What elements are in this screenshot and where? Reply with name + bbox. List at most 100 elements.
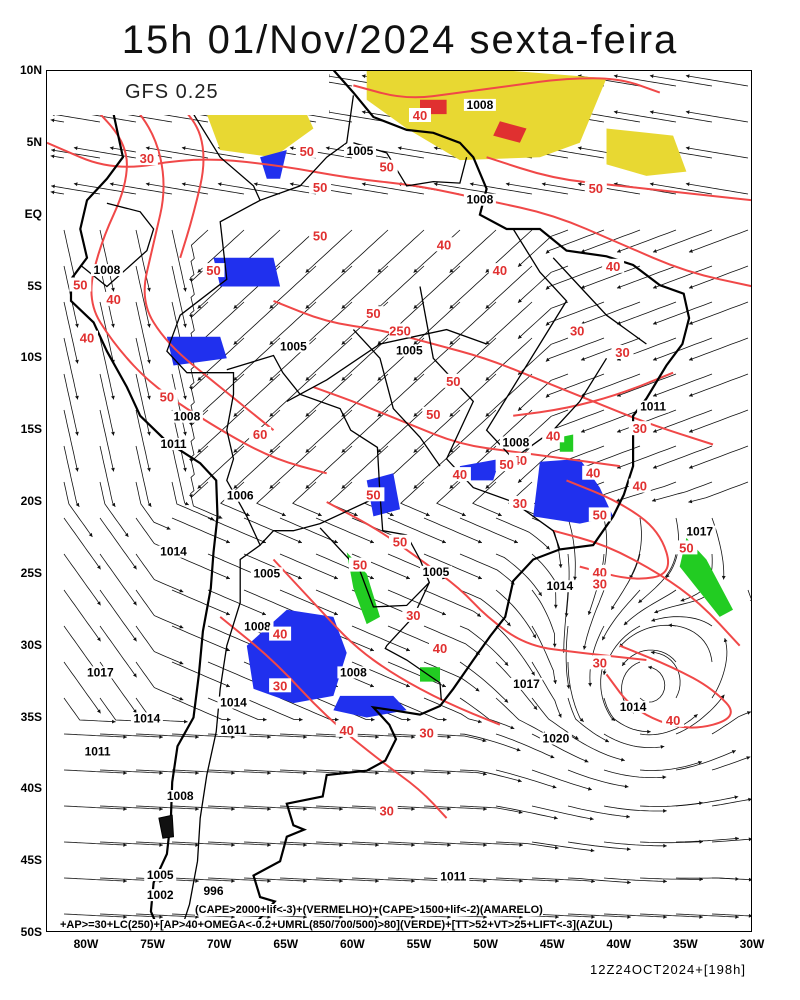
streamline xyxy=(190,265,209,319)
streamline-arrow xyxy=(735,915,739,919)
streamline-arrow xyxy=(147,467,151,472)
streamline xyxy=(649,183,713,195)
streamline-arrow xyxy=(506,622,511,627)
pressure-label: 1006 xyxy=(227,489,254,503)
streamline xyxy=(171,841,235,846)
streamline xyxy=(449,409,497,453)
streamline-arrow xyxy=(617,393,621,397)
streamline-arrow xyxy=(476,613,481,617)
jet-label-bg xyxy=(135,151,158,166)
streamline xyxy=(639,913,703,918)
legend-line-1: (CAPE>2000+lif<-3)+(VERMELHO)+(CAPE>1500… xyxy=(195,904,543,916)
streamline xyxy=(531,625,557,684)
streamline-arrow xyxy=(541,182,546,187)
streamline-arrow xyxy=(505,182,510,187)
pressure-label: 1005 xyxy=(253,566,280,580)
chiloe-island xyxy=(158,814,175,839)
streamline-arrow xyxy=(747,711,751,715)
streamline-arrow xyxy=(581,285,585,289)
lon-tick-label: 40W xyxy=(606,937,632,951)
streamline xyxy=(616,409,677,433)
streamline-arrow xyxy=(75,502,80,507)
streamline-arrow xyxy=(668,623,672,628)
pressure-label: 1017 xyxy=(87,665,114,679)
streamline-arrow xyxy=(147,287,151,292)
streamline xyxy=(135,409,151,472)
streamline-arrow xyxy=(267,915,271,919)
streamline-arrow xyxy=(267,735,271,739)
streamline-arrow xyxy=(689,393,693,397)
streamline-arrow xyxy=(504,698,509,703)
pressure-label-bg xyxy=(224,489,257,502)
streamline-arrow xyxy=(483,807,487,811)
jet-label-bg xyxy=(269,678,292,693)
jet-label: 40 xyxy=(437,237,451,252)
jet-label-bg xyxy=(76,330,98,345)
jet-label-bg xyxy=(295,143,318,158)
jet-label: 30 xyxy=(593,576,607,591)
streamline xyxy=(505,183,569,195)
streamline-arrow xyxy=(197,268,202,273)
pressure-label-bg xyxy=(81,745,114,758)
streamline xyxy=(51,113,101,123)
streamline xyxy=(423,769,487,775)
streamline xyxy=(135,733,199,738)
streamline xyxy=(545,301,605,326)
streamline xyxy=(629,517,642,580)
streamline-arrow xyxy=(577,182,582,187)
pressure-label-bg xyxy=(241,620,274,633)
streamline-arrow xyxy=(181,182,186,187)
streamline xyxy=(580,445,641,469)
streamline xyxy=(675,750,736,771)
streamline xyxy=(459,805,523,814)
streamline-arrow xyxy=(555,915,559,919)
lon-tick-label: 80W xyxy=(73,937,99,951)
pressure-label: 1008 xyxy=(467,193,494,207)
streamline xyxy=(197,373,245,417)
pressure-label-bg xyxy=(90,264,123,277)
streamline-arrow xyxy=(225,683,230,688)
streamline xyxy=(305,301,353,345)
streamline-arrow xyxy=(341,340,346,345)
streamline xyxy=(616,301,677,325)
streamline-arrow xyxy=(532,634,536,639)
jet-label: 50 xyxy=(366,306,380,321)
streamline xyxy=(649,111,713,123)
jet-label: 40 xyxy=(493,263,507,278)
lat-tick-label: 40S xyxy=(20,781,42,796)
streamline-arrow xyxy=(333,539,338,544)
pressure-label: 1020 xyxy=(543,732,570,746)
streamline xyxy=(99,805,163,810)
streamline-arrow xyxy=(516,747,521,752)
streamline-arrow xyxy=(75,467,79,472)
streamline xyxy=(243,805,307,810)
streamline xyxy=(603,733,665,748)
pressure-label-bg xyxy=(637,400,670,413)
streamline xyxy=(243,769,307,774)
jet-label-bg xyxy=(202,263,225,278)
streamline-arrow xyxy=(261,611,266,616)
streamline-arrow xyxy=(483,843,487,847)
streamline xyxy=(688,301,749,325)
streamline xyxy=(99,769,163,774)
pressure-label: 1014 xyxy=(220,696,247,710)
jet-label-bg xyxy=(582,465,605,480)
streamline xyxy=(495,589,537,639)
streamline-arrow xyxy=(611,717,615,721)
streamline-arrow xyxy=(361,110,366,115)
streamline xyxy=(616,265,677,289)
streamline-arrow xyxy=(605,738,609,743)
streamline xyxy=(315,517,375,544)
pressure-label-bg xyxy=(617,700,650,713)
streamline xyxy=(315,769,379,774)
streamline-arrow xyxy=(97,601,101,606)
streamline-arrow xyxy=(589,816,594,821)
streamline-arrow xyxy=(397,146,402,151)
jet-label: 30 xyxy=(379,803,393,818)
streamline xyxy=(279,769,343,774)
streamline-arrow xyxy=(263,717,267,722)
streamline-arrow xyxy=(333,575,338,580)
streamline xyxy=(651,616,713,627)
streamline-arrow xyxy=(184,719,188,724)
streamline xyxy=(279,733,343,738)
